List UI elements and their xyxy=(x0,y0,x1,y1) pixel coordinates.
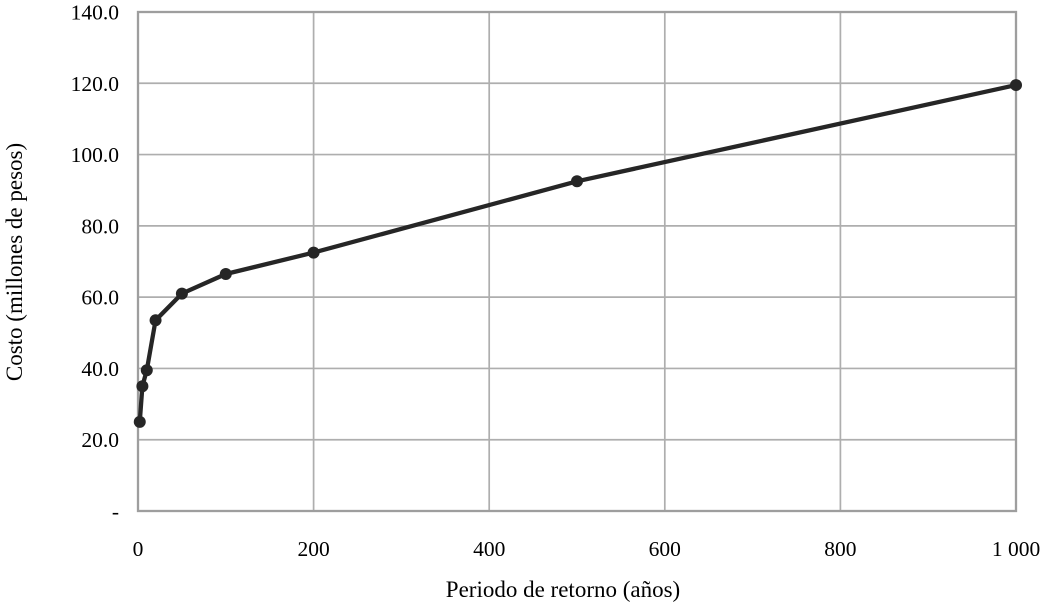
data-point xyxy=(149,314,162,327)
y-tick-label: 60.0 xyxy=(81,286,119,310)
data-point xyxy=(175,287,188,300)
x-tick-label: 0 xyxy=(133,537,144,561)
x-tick-label: 600 xyxy=(649,537,681,561)
data-point xyxy=(136,380,149,393)
data-point xyxy=(133,415,146,428)
data-point xyxy=(571,175,583,188)
data-line xyxy=(137,82,1019,425)
x-axis-title: Periodo de retorno (años) xyxy=(446,577,680,602)
data-series-layer xyxy=(133,79,1022,428)
data-point xyxy=(307,246,320,259)
data-point xyxy=(219,267,232,280)
y-tick-label: 140.0 xyxy=(71,1,119,25)
y-axis-title: Costo (millones de pesos) xyxy=(2,143,27,381)
y-tick-label: 100.0 xyxy=(71,143,119,167)
x-tick-label: 400 xyxy=(473,537,505,561)
y-tick-label: - xyxy=(112,500,119,524)
plot-border xyxy=(136,10,1018,513)
x-tick-label: 800 xyxy=(824,537,856,561)
y-tick-label: 40.0 xyxy=(81,357,119,381)
data-point xyxy=(140,364,153,377)
data-point xyxy=(1010,79,1022,92)
grid-layer xyxy=(136,10,1018,513)
y-tick-label: 20.0 xyxy=(81,428,119,452)
y-tick-label: 80.0 xyxy=(81,214,119,238)
x-tick-label: 1 000 xyxy=(992,537,1040,561)
tick-labels-layer: - 20.0 40.0 60.0 80.0 100.0 120.0 140.0 0 200 400 6… xyxy=(71,1,1041,562)
x-tick-label: 200 xyxy=(297,537,329,561)
y-tick-label: 120.0 xyxy=(71,72,119,96)
